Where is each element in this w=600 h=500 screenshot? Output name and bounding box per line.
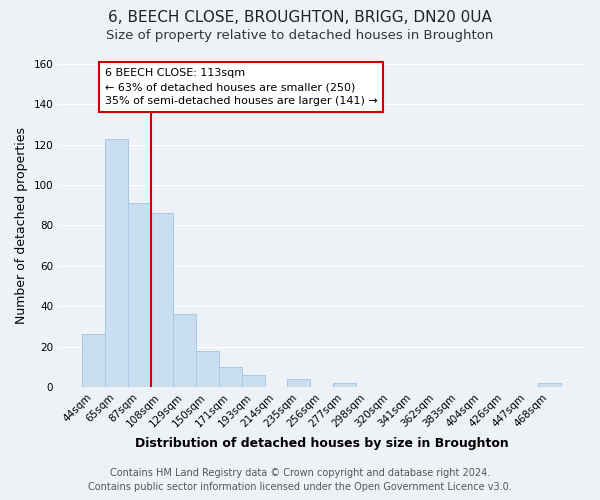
Text: 6, BEECH CLOSE, BROUGHTON, BRIGG, DN20 0UA: 6, BEECH CLOSE, BROUGHTON, BRIGG, DN20 0… <box>108 10 492 25</box>
Bar <box>105 138 128 387</box>
Bar <box>151 214 173 387</box>
Bar <box>538 383 561 387</box>
Bar <box>333 383 356 387</box>
Bar <box>82 334 105 387</box>
Bar <box>128 204 151 387</box>
Bar <box>173 314 196 387</box>
Bar <box>196 350 219 387</box>
Text: Size of property relative to detached houses in Broughton: Size of property relative to detached ho… <box>106 29 494 42</box>
Bar <box>219 367 242 387</box>
Bar <box>242 375 265 387</box>
Y-axis label: Number of detached properties: Number of detached properties <box>15 127 28 324</box>
Text: Contains HM Land Registry data © Crown copyright and database right 2024.
Contai: Contains HM Land Registry data © Crown c… <box>88 468 512 492</box>
Bar <box>287 379 310 387</box>
X-axis label: Distribution of detached houses by size in Broughton: Distribution of detached houses by size … <box>135 437 508 450</box>
Text: 6 BEECH CLOSE: 113sqm
← 63% of detached houses are smaller (250)
35% of semi-det: 6 BEECH CLOSE: 113sqm ← 63% of detached … <box>105 68 377 106</box>
